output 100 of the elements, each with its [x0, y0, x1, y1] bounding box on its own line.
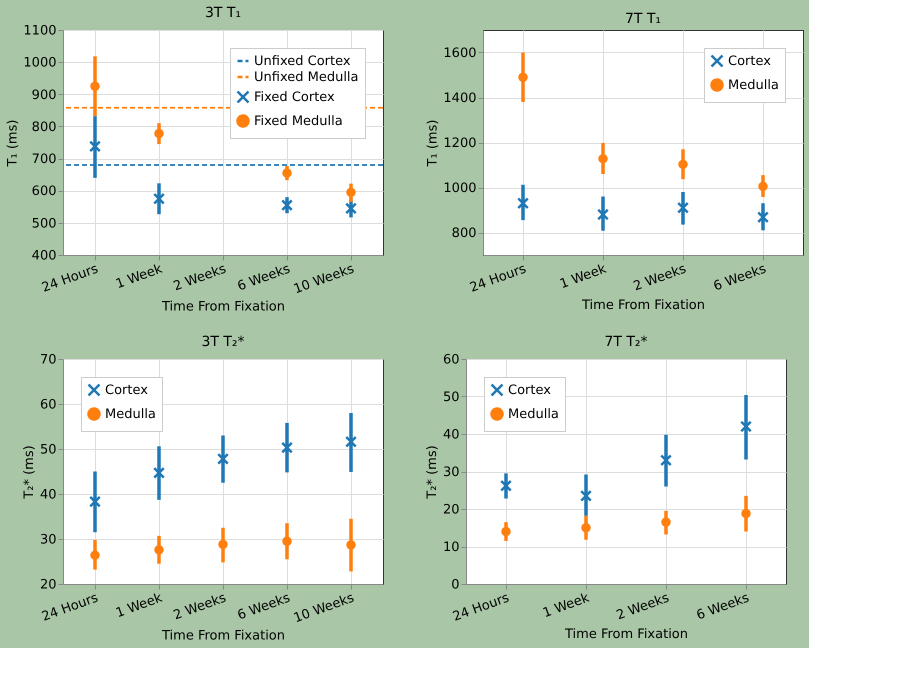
- point: [281, 442, 293, 454]
- y-axis-title: T₁ (ms): [5, 120, 20, 168]
- y-axis-title: T₁ (ms): [425, 120, 440, 168]
- x-tick-label: 24 Hours: [40, 261, 100, 296]
- y-axis-title: T₂* (ms): [22, 445, 37, 500]
- legend-label: Fixed Cortex: [254, 90, 336, 105]
- x-tick-label: 1 Week: [114, 590, 165, 622]
- y-tick-label: 10: [442, 540, 460, 555]
- y-tick-label: 60: [40, 398, 56, 412]
- point: [346, 188, 356, 198]
- y-tick-label: 800: [452, 226, 476, 241]
- legend-label: Cortex: [728, 54, 772, 69]
- y-tick-label: 1400: [443, 91, 476, 106]
- x-tick-label: 2 Weeks: [172, 261, 228, 294]
- point: [153, 466, 165, 479]
- y-tick-label: 40: [442, 428, 460, 442]
- point: [153, 192, 165, 205]
- point: [517, 197, 529, 210]
- point: [217, 452, 229, 465]
- x-tick-label: 2 Weeks: [614, 590, 672, 624]
- point: [661, 517, 671, 527]
- point: [597, 208, 609, 220]
- legend-label: Cortex: [508, 383, 552, 398]
- point: [346, 540, 356, 550]
- chart-title: 3T T₂*: [201, 334, 245, 350]
- x-tick-label: 1 Week: [558, 261, 609, 292]
- y-tick-label: 800: [32, 120, 56, 135]
- point: [758, 182, 768, 192]
- point: [741, 508, 751, 518]
- point: [90, 550, 100, 560]
- point: [345, 436, 357, 448]
- y-axis-title: T₂* (ms): [424, 445, 440, 500]
- y-tick-label: 0: [451, 578, 460, 592]
- y-tick-label: 700: [32, 152, 56, 168]
- point: [282, 168, 292, 178]
- y-tick-label: 30: [442, 465, 460, 480]
- point: [345, 202, 357, 214]
- x-tick-label: 10 Weeks: [292, 261, 356, 298]
- point: [598, 154, 608, 164]
- point: [500, 480, 512, 492]
- y-tick-label: 400: [32, 248, 56, 264]
- legend-label: Unfixed Cortex: [254, 54, 351, 69]
- point: [89, 140, 101, 152]
- y-tick-label: 70: [40, 352, 56, 368]
- point: [581, 523, 591, 532]
- point: [580, 490, 592, 502]
- y-tick-label: 50: [40, 442, 56, 458]
- x-axis-title: Time From Fixation: [564, 626, 688, 642]
- point: [677, 202, 689, 214]
- x-tick-label: 1 Week: [114, 261, 165, 292]
- x-tick-label: 6 Weeks: [694, 590, 752, 624]
- x-tick-label: 1 Week: [541, 590, 592, 622]
- point: [218, 540, 228, 550]
- y-tick-label: 50: [442, 390, 460, 405]
- y-tick-label: 1600: [443, 46, 476, 61]
- point: [518, 72, 528, 82]
- x-axis-title: Time From Fixation: [161, 628, 285, 644]
- y-tick-label: 1000: [443, 181, 476, 196]
- point: [740, 420, 752, 432]
- point: [282, 536, 292, 546]
- x-tick-label: 24 Hours: [450, 590, 512, 625]
- y-tick-label: 60: [442, 352, 460, 368]
- chart-title: 7T T₁: [624, 11, 662, 27]
- x-tick-label: 6 Weeks: [712, 261, 768, 294]
- chart-title: 3T T₁: [204, 5, 242, 21]
- point: [678, 160, 688, 170]
- legend-label: Medulla: [508, 407, 559, 422]
- y-tick-label: 1100: [23, 24, 56, 38]
- legend-label: Cortex: [105, 383, 148, 398]
- legend-label: Medulla: [105, 407, 156, 422]
- point: [501, 526, 511, 536]
- y-tick-label: 40: [40, 488, 56, 502]
- y-tick-label: 500: [32, 216, 56, 232]
- y-tick-label: 900: [32, 88, 56, 103]
- x-tick-label: 10 Weeks: [292, 590, 356, 626]
- y-tick-label: 1000: [23, 56, 56, 71]
- point: [281, 199, 293, 212]
- legend-label: Medulla: [728, 78, 779, 93]
- legend-label: Unfixed Medulla: [254, 70, 359, 85]
- chart-title: 7T T₂*: [604, 334, 648, 350]
- x-tick-label: 6 Weeks: [236, 261, 292, 294]
- legend-label: Fixed Medulla: [254, 114, 343, 129]
- y-tick-label: 600: [32, 184, 56, 200]
- x-tick-label: 24 Hours: [40, 590, 100, 625]
- x-tick-label: 24 Hours: [468, 261, 528, 296]
- y-tick-label: 20: [442, 502, 460, 518]
- point: [90, 82, 100, 91]
- point: [660, 454, 672, 466]
- x-tick-label: 2 Weeks: [632, 261, 688, 294]
- point: [89, 496, 101, 508]
- x-axis-title: Time From Fixation: [581, 298, 705, 313]
- y-tick-label: 20: [40, 578, 56, 592]
- x-tick-label: 6 Weeks: [236, 590, 292, 624]
- point: [154, 545, 164, 555]
- y-tick-label: 1200: [443, 136, 476, 151]
- point: [154, 128, 164, 138]
- x-tick-label: 2 Weeks: [172, 590, 228, 624]
- x-axis-title: Time From Fixation: [161, 299, 285, 314]
- point: [757, 211, 769, 224]
- y-tick-label: 30: [40, 532, 56, 548]
